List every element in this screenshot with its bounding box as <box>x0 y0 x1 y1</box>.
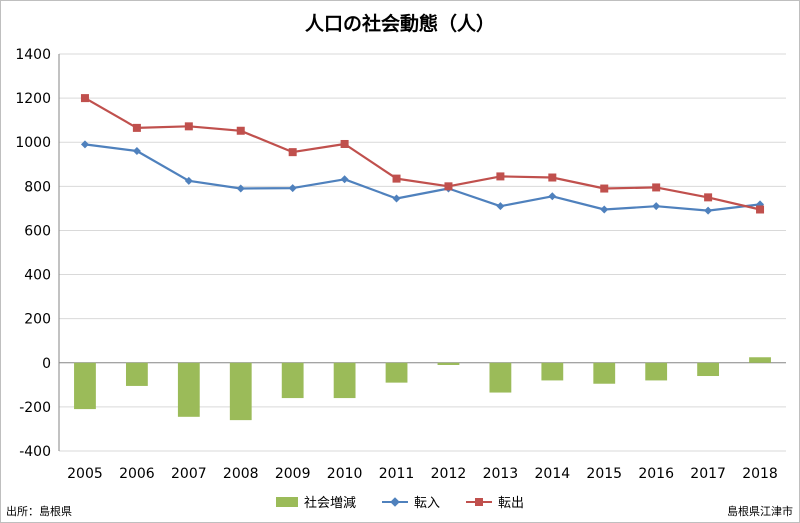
point-outflow <box>392 174 401 183</box>
x-tick-label: 2013 <box>483 466 519 482</box>
point-inflow <box>392 194 401 203</box>
y-tick-label: 1000 <box>15 135 51 151</box>
legend-label-outflow: 転出 <box>498 496 525 511</box>
x-tick-label: 2005 <box>67 466 103 482</box>
point-inflow <box>548 192 557 201</box>
point-inflow <box>132 147 141 156</box>
bar-social-change <box>229 362 252 421</box>
x-tick-label: 2017 <box>690 466 726 482</box>
credit-note: 島根県江津市 <box>727 505 793 518</box>
point-outflow <box>444 182 453 191</box>
point-outflow <box>652 183 661 192</box>
x-tick-label: 2010 <box>327 466 363 482</box>
chart-title: 人口の社会動態（人） <box>304 13 495 35</box>
point-outflow <box>756 205 765 214</box>
x-tick-label: 2009 <box>275 466 311 482</box>
legend-item-outflow: 転出 <box>466 492 524 511</box>
legend-swatch-inflow <box>381 496 408 507</box>
x-tick-label: 2014 <box>535 466 571 482</box>
x-tick-label: 2016 <box>638 466 674 482</box>
legend-swatch-bar <box>275 496 298 507</box>
point-outflow <box>184 122 193 131</box>
x-tick-label: 2006 <box>119 466 155 482</box>
x-tick-label: 2008 <box>223 466 259 482</box>
bar-social-change <box>333 362 356 399</box>
point-outflow <box>236 126 245 135</box>
point-outflow <box>704 193 713 202</box>
y-tick-label: 200 <box>24 312 51 328</box>
point-outflow <box>80 94 89 103</box>
bar-social-change <box>125 362 148 386</box>
y-tick-label: 400 <box>24 268 51 284</box>
legend-item-social-change: 社会増減 <box>275 492 356 511</box>
point-inflow <box>652 202 661 211</box>
y-tick-label: 600 <box>24 223 51 239</box>
x-tick-label: 2018 <box>742 466 778 482</box>
point-outflow <box>132 123 141 132</box>
point-outflow <box>288 148 297 157</box>
x-tick-label: 2012 <box>431 466 467 482</box>
y-tick-label: -400 <box>19 444 51 460</box>
y-tick-label: 1400 <box>15 47 51 63</box>
point-inflow <box>704 206 713 215</box>
point-inflow <box>184 176 193 185</box>
bar-social-change <box>74 362 96 410</box>
bar-social-change <box>281 362 304 399</box>
bar-social-change <box>593 362 616 384</box>
point-outflow <box>340 139 349 148</box>
y-tick-label: 0 <box>42 356 51 372</box>
legend: 社会増減 転入 転出 <box>1 492 799 511</box>
point-inflow <box>288 184 297 193</box>
point-inflow <box>80 140 89 149</box>
legend-item-inflow: 転入 <box>381 492 440 511</box>
bar-social-change <box>437 362 460 365</box>
bar-social-change <box>697 362 720 377</box>
legend-swatch-outflow <box>466 497 492 507</box>
point-outflow <box>496 172 505 181</box>
bar-social-change <box>489 362 512 393</box>
point-inflow <box>236 184 245 193</box>
y-tick-label: -200 <box>19 400 51 416</box>
point-inflow <box>340 175 349 184</box>
y-tick-label: 1200 <box>15 91 51 107</box>
point-inflow <box>496 202 505 211</box>
bar-social-change <box>177 362 200 417</box>
bar-social-change <box>385 362 408 383</box>
source-note: 出所：島根県 <box>6 505 72 518</box>
x-tick-label: 2011 <box>379 466 415 482</box>
legend-label-social-change: 社会増減 <box>303 496 356 511</box>
x-tick-label: 2015 <box>586 466 622 482</box>
legend-label-inflow: 転入 <box>413 496 440 511</box>
bar-social-change <box>749 357 771 363</box>
line-outflow <box>84 97 761 211</box>
point-outflow <box>548 173 557 182</box>
point-inflow <box>600 205 609 214</box>
y-tick-label: 800 <box>24 179 51 195</box>
bar-social-change <box>541 362 564 381</box>
line-inflow <box>84 143 761 212</box>
x-tick-label: 2007 <box>171 466 207 482</box>
point-outflow <box>600 184 609 193</box>
bar-social-change <box>645 362 668 381</box>
